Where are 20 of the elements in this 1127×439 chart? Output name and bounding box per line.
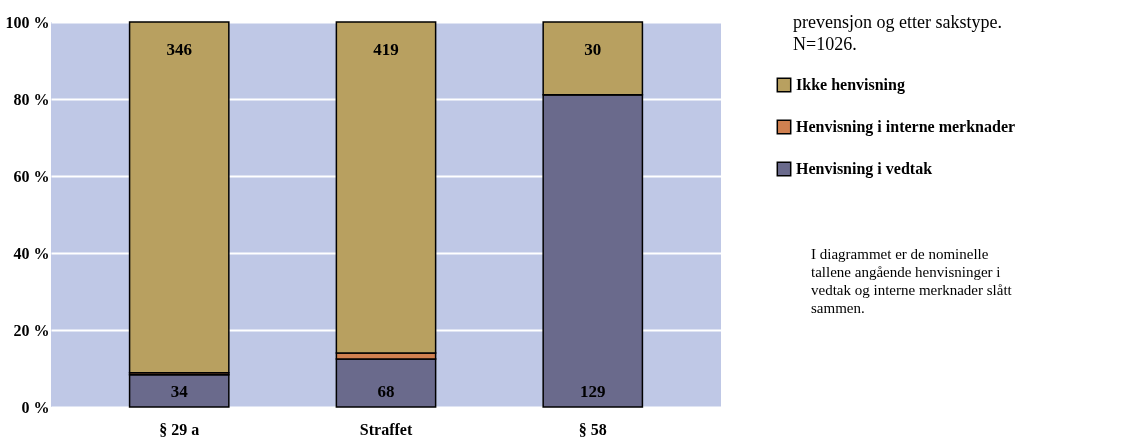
y-tick-label: 0 %	[21, 398, 50, 416]
x-tick-label: § 29 a	[159, 420, 200, 438]
text: prevensjon og etter sakstype. N=1026.	[793, 12, 1002, 54]
annotation: 68	[377, 382, 395, 401]
x-tick-label: Straffet	[359, 420, 413, 438]
y-tick-label: 80 %	[13, 90, 50, 108]
x-tick-label: § 58	[578, 420, 607, 438]
y-tick-label: 40 %	[13, 244, 50, 262]
y-tick-label: 60 %	[13, 167, 50, 185]
legend-label: Henvisning i interne merknader	[796, 118, 1016, 136]
y-tick-label: 20 %	[13, 321, 50, 339]
legend-label: Ikke henvisning	[796, 76, 905, 94]
annotation: 419	[373, 40, 399, 59]
annotation: 34	[170, 382, 189, 401]
y-tick-label: 100 %	[5, 13, 50, 31]
annotation: 129	[580, 382, 606, 401]
annotation: 30	[584, 40, 602, 59]
annotation: 346	[166, 40, 192, 59]
legend-label: Henvisning i vedtak	[796, 160, 933, 178]
text: I diagrammet er de nominelle tallene angående henvisninger i vedtak og interne merknader slått sammen.	[811, 246, 1013, 316]
